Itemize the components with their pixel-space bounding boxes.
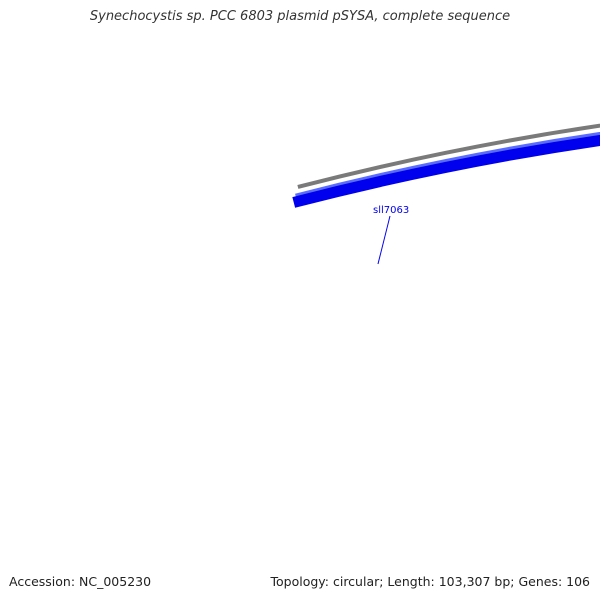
gene-arc-sll7063[interactable]: [292, 109, 600, 209]
map-title: Synechocystis sp. PCC 6803 plasmid pSYSA…: [89, 9, 511, 24]
gene-label-callout: [377, 215, 391, 265]
gene-boundary: [49, 207, 58, 225]
sequence-summary: Topology: circular; Length: 103,307 bp; …: [270, 574, 591, 589]
sequence-backbone: [297, 123, 600, 189]
gene-arc-edge: [295, 132, 600, 198]
gene-label-sll7063[interactable]: sll7063: [373, 205, 409, 216]
accession-label: Accession: NC_005230: [9, 574, 152, 589]
